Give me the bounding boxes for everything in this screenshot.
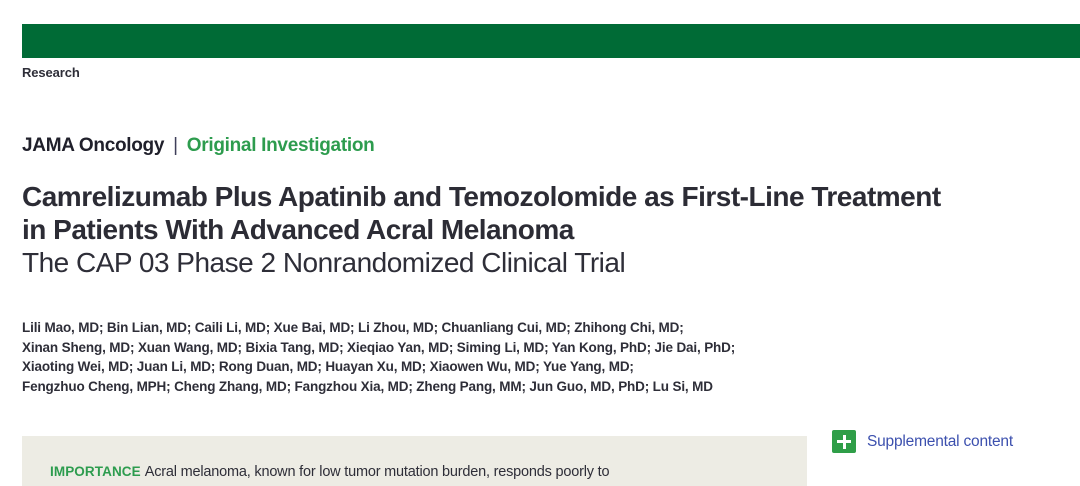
kicker-separator: | [173, 135, 178, 156]
author-list: Lili Mao, MD; Bin Lian, MD; Caili Li, MD… [22, 318, 735, 396]
journal-masthead-bar [22, 24, 1080, 58]
article-subtitle: The CAP 03 Phase 2 Nonrandomized Clinica… [22, 247, 626, 278]
abstract-box: IMPORTANCE Acral melanoma, known for low… [22, 436, 807, 486]
plus-icon[interactable] [832, 430, 856, 453]
author-line: Xiaoting Wei, MD; Juan Li, MD; Rong Duan… [22, 359, 634, 374]
article-title: Camrelizumab Plus Apatinib and Temozolom… [22, 180, 941, 246]
journal-name[interactable]: JAMA Oncology [22, 135, 165, 156]
importance-text: Acral melanoma, known for low tumor muta… [144, 464, 610, 480]
article-kicker: JAMA Oncology | Original Investigation [22, 135, 375, 157]
article-title-line1: Camrelizumab Plus Apatinib and Temozolom… [22, 181, 941, 212]
supplemental-content-label[interactable]: Supplemental content [867, 432, 1013, 450]
section-label: Research [22, 65, 80, 80]
author-line: Xinan Sheng, MD; Xuan Wang, MD; Bixia Ta… [22, 339, 736, 355]
author-line: Lili Mao, MD; Bin Lian, MD; Caili Li, MD… [22, 320, 684, 335]
author-line: Fengzhuo Cheng, MPH; Cheng Zhang, MD; Fa… [22, 378, 713, 394]
article-type[interactable]: Original Investigation [186, 135, 375, 156]
importance-label: IMPORTANCE [50, 464, 141, 479]
article-title-line2: in Patients With Advanced Acral Melanoma [22, 214, 574, 245]
supplemental-content-link[interactable]: Supplemental content [832, 430, 1013, 453]
